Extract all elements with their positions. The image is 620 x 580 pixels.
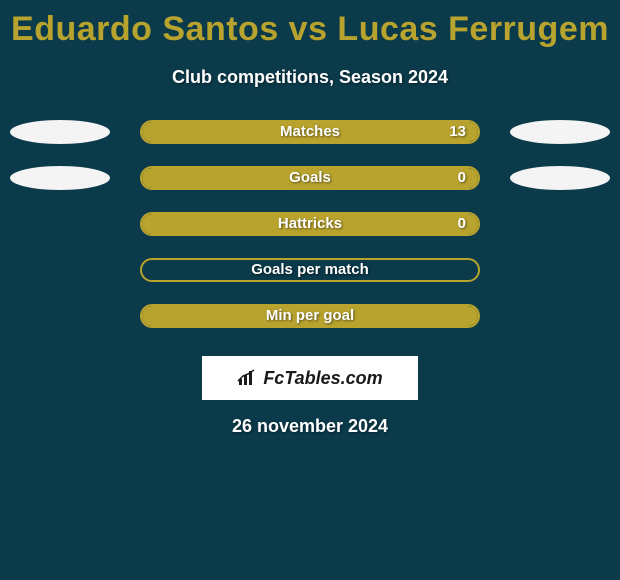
- stat-row-goals-per-match: Goals per match: [0, 254, 620, 300]
- subtitle: Club competitions, Season 2024: [0, 67, 620, 88]
- right-marker-icon: [510, 166, 610, 190]
- date-label: 26 november 2024: [0, 416, 620, 437]
- bar-chart-icon: [237, 369, 259, 387]
- logo-box: FcTables.com: [202, 356, 418, 400]
- stat-value: [140, 258, 466, 282]
- right-marker-icon: [510, 120, 610, 144]
- page-title: Eduardo Santos vs Lucas Ferrugem: [0, 0, 620, 49]
- stat-row-hattricks: Hattricks 0: [0, 208, 620, 254]
- logo-text: FcTables.com: [263, 368, 382, 389]
- stat-row-min-per-goal: Min per goal: [0, 300, 620, 346]
- left-marker-icon: [10, 166, 110, 190]
- stat-value: 13: [140, 120, 466, 144]
- left-marker-icon: [10, 120, 110, 144]
- stat-row-matches: Matches 13: [0, 116, 620, 162]
- logo: FcTables.com: [237, 368, 382, 389]
- stat-row-goals: Goals 0: [0, 162, 620, 208]
- stat-value: 0: [140, 212, 466, 236]
- stat-value: [140, 304, 466, 328]
- stats-container: Matches 13 Goals 0 Hattricks 0 Goals per…: [0, 116, 620, 346]
- stat-value: 0: [140, 166, 466, 190]
